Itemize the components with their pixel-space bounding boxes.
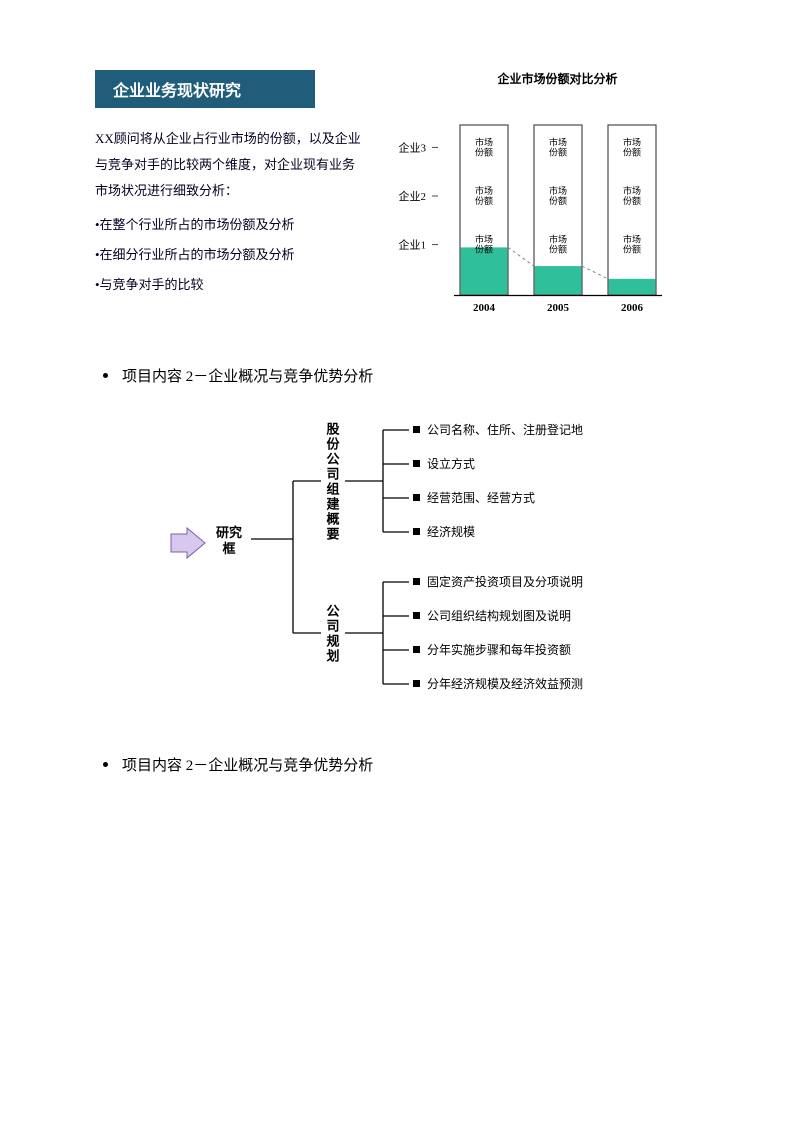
svg-text:企业1: 企业1 [398, 238, 426, 252]
svg-text:市场: 市场 [548, 185, 566, 196]
svg-text:设立方式: 设立方式 [427, 456, 475, 471]
svg-text:2005: 2005 [547, 302, 570, 314]
svg-text:规: 规 [326, 634, 339, 649]
svg-text:市场: 市场 [548, 234, 566, 245]
svg-text:份额: 份额 [474, 244, 492, 255]
research-framework-tree: 研究框股份公司组建概要公司名称、住所、注册登记地设立方式经营范围、经营方式经济规… [143, 410, 663, 704]
svg-text:份额: 份额 [474, 195, 492, 206]
svg-text:公: 公 [326, 452, 339, 467]
svg-text:经营范围、经营方式: 经营范围、经营方式 [427, 490, 535, 505]
svg-text:市场: 市场 [474, 234, 492, 245]
svg-text:股: 股 [326, 422, 339, 437]
title-box: 企业业务现状研究 [95, 70, 315, 108]
svg-text:组: 组 [326, 482, 339, 497]
svg-text:企业2: 企业2 [398, 189, 426, 203]
svg-text:公: 公 [326, 604, 339, 619]
share-bar-chart: 企业1企业2企业3市场份额市场份额市场份额2004市场份额市场份额市场份额200… [388, 105, 688, 325]
svg-text:份额: 份额 [548, 195, 566, 206]
section-heading-1: 项目内容 2－企业概况与竞争优势分析 [95, 365, 710, 386]
svg-text:分年实施步骤和每年投资额: 分年实施步骤和每年投资额 [427, 642, 571, 657]
intro-bullet-1: •在整个行业所占的市场份额及分析 [95, 212, 365, 238]
svg-text:市场: 市场 [548, 136, 566, 147]
chart-title: 企业市场份额对比分析 [497, 70, 617, 87]
document-page: 企业业务现状研究 XX顾问将从企业占行业市场的份额，以及企业与竞争对手的比较两个… [0, 0, 800, 1132]
svg-text:概: 概 [326, 512, 339, 527]
svg-text:份额: 份额 [548, 244, 566, 255]
svg-text:份: 份 [326, 437, 340, 452]
svg-text:框: 框 [222, 541, 235, 556]
svg-text:份额: 份额 [622, 195, 640, 206]
svg-text:市场: 市场 [622, 185, 640, 196]
svg-text:2004: 2004 [473, 302, 496, 314]
svg-text:司: 司 [326, 619, 339, 634]
svg-text:经济规模: 经济规模 [427, 524, 475, 539]
section-heading-1-text: 项目内容 2－企业概况与竞争优势分析 [122, 365, 373, 386]
svg-text:研究: 研究 [215, 525, 241, 540]
svg-text:公司名称、住所、注册登记地: 公司名称、住所、注册登记地 [427, 422, 583, 437]
intro-bullets: •在整个行业所占的市场份额及分析 •在细分行业所占的市场分额及分析 •与竞争对手… [95, 212, 365, 298]
svg-text:建: 建 [326, 497, 339, 512]
svg-text:份额: 份额 [622, 146, 640, 157]
svg-text:公司组织结构规划图及说明: 公司组织结构规划图及说明 [427, 608, 571, 623]
svg-text:2006: 2006 [621, 302, 644, 314]
svg-text:市场: 市场 [622, 234, 640, 245]
svg-text:市场: 市场 [474, 136, 492, 147]
intro-bullet-2: •在细分行业所占的市场分额及分析 [95, 242, 365, 268]
bullet-dot-icon [103, 762, 108, 767]
svg-text:分年经济规模及经济效益预测: 分年经济规模及经济效益预测 [427, 676, 583, 691]
section-heading-2: 项目内容 2－企业概况与竞争优势分析 [95, 754, 710, 775]
intro-bullet-3: •与竞争对手的比较 [95, 272, 365, 298]
svg-text:固定资产投资项目及分项说明: 固定资产投资项目及分项说明 [427, 574, 583, 589]
section-heading-2-text: 项目内容 2－企业概况与竞争优势分析 [122, 754, 373, 775]
bullet-dot-icon [103, 373, 108, 378]
svg-text:划: 划 [326, 649, 339, 664]
top-block: 企业业务现状研究 XX顾问将从企业占行业市场的份额，以及企业与竞争对手的比较两个… [95, 70, 710, 325]
svg-text:份额: 份额 [548, 146, 566, 157]
svg-text:份额: 份额 [622, 244, 640, 255]
svg-text:市场: 市场 [622, 136, 640, 147]
chart-column: 企业市场份额对比分析 企业1企业2企业3市场份额市场份额市场份额2004市场份额… [365, 70, 710, 325]
svg-text:要: 要 [326, 527, 339, 542]
svg-text:市场: 市场 [474, 185, 492, 196]
intro-paragraph: XX顾问将从企业占行业市场的份额，以及企业与竞争对手的比较两个维度，对企业现有业… [95, 126, 365, 204]
svg-text:企业3: 企业3 [398, 140, 426, 154]
left-column: 企业业务现状研究 XX顾问将从企业占行业市场的份额，以及企业与竞争对手的比较两个… [95, 70, 365, 298]
svg-text:司: 司 [326, 467, 339, 482]
svg-text:份额: 份额 [474, 146, 492, 157]
tree-diagram-wrap: 研究框股份公司组建概要公司名称、住所、注册登记地设立方式经营范围、经营方式经济规… [95, 410, 710, 704]
